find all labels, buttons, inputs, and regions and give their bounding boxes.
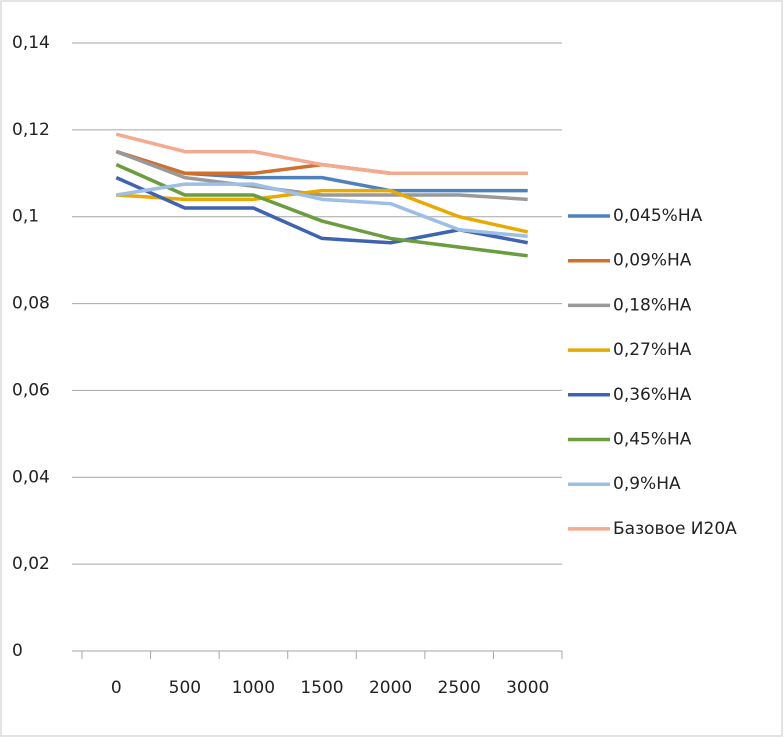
legend-label: Базовое И20А: [613, 519, 737, 539]
y-tick-label: 0: [12, 641, 23, 661]
x-tick-label: 1000: [232, 678, 275, 698]
legend-label: 0,27%HA: [613, 340, 692, 360]
legend-label: 0,45%HA: [613, 430, 692, 450]
legend-label: 0,36%HA: [613, 385, 692, 405]
y-tick-label: 0,1: [12, 207, 39, 227]
y-tick-label: 0,02: [12, 554, 50, 574]
series-line: [116, 182, 528, 238]
x-tick-label: 0: [111, 678, 122, 698]
x-tick-label: 500: [169, 678, 201, 698]
legend-label: 0,09%HA: [613, 251, 692, 271]
legend-label: 0,045%HA: [613, 206, 703, 226]
x-tick-label: 2500: [438, 678, 481, 698]
x-tick-label: 1500: [300, 678, 343, 698]
series-line: [115, 132, 528, 176]
x-tick-label: 3000: [506, 678, 549, 698]
y-tick-label: 0,14: [12, 33, 50, 53]
x-tick-label: 2000: [369, 678, 412, 698]
legend-label: 0,18%HA: [613, 295, 692, 315]
y-tick-label: 0,12: [12, 120, 50, 140]
series-line: [115, 149, 528, 202]
y-tick-label: 0,04: [12, 467, 50, 487]
y-tick-label: 0,06: [12, 380, 50, 400]
series-line: [115, 163, 528, 258]
legend-label: 0,9%HA: [613, 474, 681, 494]
series-line: [116, 188, 529, 234]
y-tick-label: 0,08: [12, 294, 50, 314]
